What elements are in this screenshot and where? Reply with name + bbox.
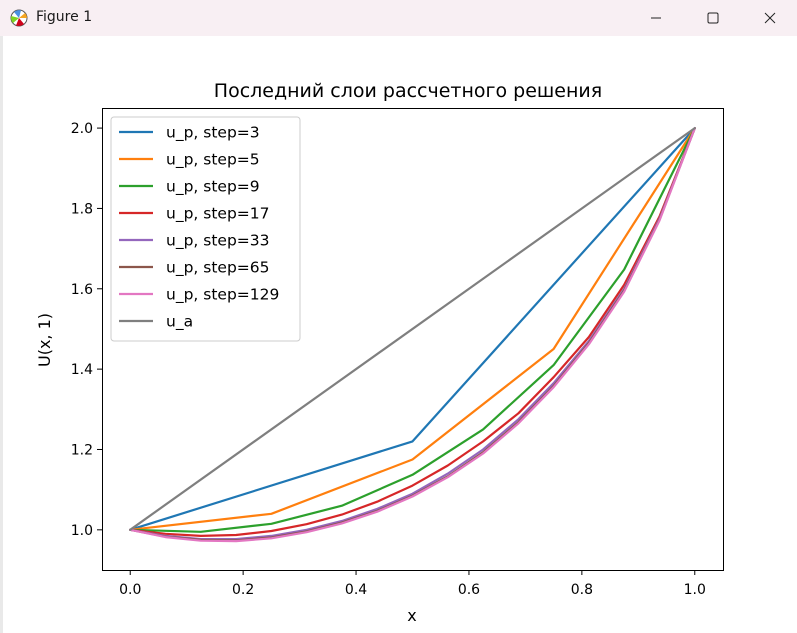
close-button[interactable]: [742, 0, 797, 36]
window-title: Figure 1: [36, 9, 93, 25]
series-line-7: [129, 127, 696, 543]
window-titlebar: Figure 1: [0, 0, 797, 36]
y-tick-label: 1.6: [71, 282, 93, 298]
x-tick-label: 0.4: [345, 582, 367, 598]
y-tick-label: 1.8: [71, 201, 93, 217]
series-line-1: [129, 127, 696, 531]
x-axis-label: x: [407, 606, 416, 625]
y-tick-label: 1.4: [71, 362, 93, 378]
y-tick-label: 1.2: [71, 442, 93, 458]
matplotlib-icon: [10, 9, 28, 27]
x-tick-label: 0.6: [458, 582, 480, 598]
legend-label: u_p, step=17: [166, 205, 270, 224]
series-line-4: [129, 127, 696, 538]
legend-label: u_p, step=33: [166, 232, 270, 251]
legend-label: u_p, step=65: [166, 259, 270, 278]
y-tick-label: 1.0: [71, 523, 93, 539]
close-icon: [764, 12, 776, 24]
y-axis-label: U(x, 1): [35, 313, 54, 367]
series-line-2: [129, 127, 696, 531]
legend: u_p, step=3 u_p, step=5 u_p, step=9 u_p, st…: [110, 116, 301, 342]
legend-label: u_p, step=129: [166, 286, 279, 305]
maximize-icon: [707, 12, 719, 24]
minimize-button[interactable]: [628, 0, 684, 36]
legend-box: [110, 116, 301, 342]
axes-frame: [102, 108, 724, 571]
legend-label: u_a: [166, 313, 193, 332]
chart-title: Последний слои рассчетного решения: [214, 80, 602, 102]
maximize-button[interactable]: [685, 0, 741, 36]
series-line-8: [129, 127, 696, 531]
legend-label: u_p, step=3: [166, 124, 260, 143]
axis-ticks: 0.0 0.2 0.4 0.6 0.8 1.0 1.0 1.2 1.4 1.6 1.8 2.0: [71, 121, 706, 598]
plot-area: [129, 127, 696, 543]
y-tick-label: 2.0: [71, 121, 93, 137]
legend-label: u_p, step=9: [166, 178, 260, 197]
x-tick-label: 0.0: [119, 582, 141, 598]
minimize-icon: [651, 17, 661, 19]
x-tick-label: 0.2: [232, 582, 254, 598]
legend-label: u_p, step=5: [166, 151, 260, 170]
series-line-3: [129, 127, 696, 533]
x-tick-label: 0.8: [571, 582, 593, 598]
x-tick-label: 1.0: [684, 582, 706, 598]
window-edge: [0, 36, 3, 633]
